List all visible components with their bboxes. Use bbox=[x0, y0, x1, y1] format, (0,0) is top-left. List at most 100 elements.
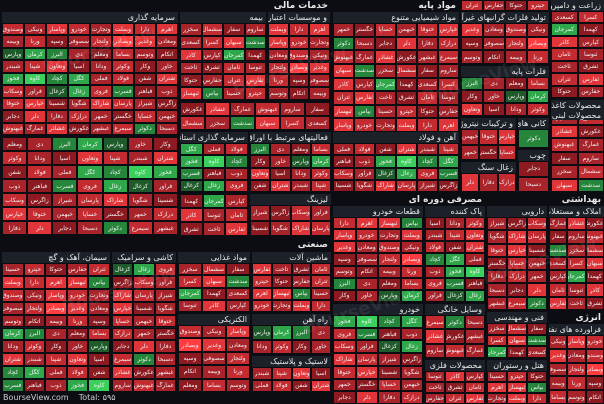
stock-tile[interactable]: خپارس bbox=[507, 243, 527, 257]
stock-tile[interactable]: وکار bbox=[250, 155, 271, 168]
stock-tile[interactable]: فرآور bbox=[354, 167, 375, 180]
stock-tile[interactable]: وبملت bbox=[400, 229, 423, 242]
stock-tile[interactable]: بساما bbox=[527, 77, 549, 90]
stock-tile[interactable]: ومعادن bbox=[226, 338, 250, 352]
stock-tile[interactable]: دی bbox=[483, 77, 505, 90]
stock-tile[interactable]: کاوه bbox=[396, 155, 417, 168]
stock-tile[interactable]: سخزر bbox=[180, 23, 202, 36]
stock-tile[interactable]: ثامان bbox=[551, 48, 578, 61]
stock-tile[interactable]: غکورش bbox=[445, 329, 465, 344]
stock-tile[interactable]: شبندر bbox=[127, 151, 153, 165]
stock-tile[interactable]: خمهر bbox=[527, 270, 547, 284]
stock-tile[interactable]: وسکاب bbox=[133, 275, 155, 289]
stock-tile[interactable]: ثتران bbox=[445, 393, 465, 404]
stock-tile[interactable]: شپنا bbox=[45, 353, 67, 367]
stock-tile[interactable]: غبشهر bbox=[154, 366, 176, 380]
stock-tile[interactable]: وتجارت bbox=[309, 35, 330, 49]
stock-tile[interactable]: کاوه bbox=[88, 379, 110, 392]
stock-tile[interactable]: فولاد bbox=[271, 379, 292, 392]
stock-tile[interactable]: کسرا bbox=[201, 35, 223, 49]
stock-tile[interactable]: فباهنر bbox=[378, 327, 401, 341]
stock-tile[interactable]: زغال bbox=[400, 340, 423, 354]
stock-tile[interactable]: پارسان bbox=[355, 353, 378, 366]
stock-tile[interactable]: غبشهر bbox=[487, 296, 507, 310]
stock-tile[interactable]: وبملت bbox=[291, 299, 312, 312]
stock-tile[interactable]: وبصادر bbox=[288, 61, 310, 75]
stock-tile[interactable]: غمارگ bbox=[354, 50, 375, 64]
stock-tile[interactable]: دی bbox=[270, 143, 291, 156]
stock-tile[interactable]: کگل bbox=[438, 155, 459, 168]
stock-tile[interactable]: کمرجان bbox=[223, 48, 245, 62]
stock-tile[interactable]: وبصادر bbox=[112, 35, 134, 48]
stock-tile[interactable]: سدشت bbox=[354, 63, 375, 78]
stock-tile[interactable]: غکورش bbox=[585, 217, 604, 231]
stock-tile[interactable]: آسیا bbox=[68, 60, 90, 73]
stock-tile[interactable]: ثامان bbox=[311, 263, 331, 276]
stock-tile[interactable]: ومعادن bbox=[156, 35, 178, 48]
stock-tile[interactable]: دکوثر bbox=[333, 36, 354, 51]
stock-tile[interactable]: حسینا bbox=[375, 104, 396, 119]
stock-tile[interactable]: سصوفی bbox=[309, 74, 330, 88]
stock-tile[interactable]: فرآور bbox=[310, 205, 331, 221]
stock-tile[interactable]: زاگرس bbox=[507, 217, 527, 231]
stock-tile[interactable]: شسینا bbox=[152, 193, 178, 207]
stock-tile[interactable]: سدشت bbox=[549, 243, 568, 257]
stock-tile[interactable]: ونیکی bbox=[400, 241, 423, 254]
stock-tile[interactable]: وپاسار bbox=[333, 118, 354, 132]
stock-tile[interactable]: فروی bbox=[225, 179, 248, 192]
stock-tile[interactable]: کسعدی bbox=[527, 346, 547, 358]
stock-tile[interactable]: دکوثر bbox=[527, 296, 547, 310]
stock-tile[interactable]: بساما bbox=[88, 327, 110, 341]
stock-tile[interactable]: وصندوق bbox=[2, 288, 24, 302]
stock-tile[interactable]: غبهنوش bbox=[585, 230, 604, 244]
stock-tile[interactable]: ختوقا bbox=[487, 243, 507, 257]
stock-tile[interactable]: بساما bbox=[202, 378, 226, 392]
stock-tile[interactable]: حتوکا bbox=[180, 74, 202, 88]
stock-tile[interactable]: ومعادن bbox=[355, 241, 378, 254]
stock-tile[interactable]: شسینا bbox=[527, 243, 547, 257]
stock-tile[interactable]: شسینا bbox=[250, 220, 271, 236]
stock-tile[interactable]: حپترو bbox=[23, 263, 46, 276]
stock-tile[interactable]: فخوز bbox=[66, 379, 89, 392]
stock-tile[interactable]: وسکاب bbox=[290, 205, 311, 221]
stock-tile[interactable]: ساروم bbox=[280, 102, 305, 116]
stock-tile[interactable]: غبهنوش bbox=[551, 138, 578, 152]
stock-tile[interactable]: فسرب bbox=[2, 379, 24, 392]
stock-tile[interactable]: خبهمن bbox=[52, 207, 78, 221]
stock-tile[interactable]: وبیمه bbox=[309, 87, 330, 100]
stock-tile[interactable]: کسرا bbox=[438, 77, 459, 92]
stock-tile[interactable]: حفارس bbox=[291, 275, 312, 288]
stock-tile[interactable]: ودانا bbox=[90, 60, 112, 73]
stock-tile[interactable]: ونیکی bbox=[24, 23, 46, 36]
stock-tile[interactable]: فروی bbox=[333, 327, 356, 341]
stock-tile[interactable]: وکوثر bbox=[2, 151, 28, 165]
stock-tile[interactable]: وسکاب bbox=[2, 193, 28, 207]
stock-tile[interactable]: کگل bbox=[400, 315, 423, 328]
stock-tile[interactable]: ذوب bbox=[156, 85, 178, 98]
stock-tile[interactable]: کگل bbox=[77, 165, 103, 179]
stock-tile[interactable]: ثفارس bbox=[225, 222, 248, 236]
stock-tile[interactable]: وتعاون bbox=[291, 367, 312, 380]
stock-tile[interactable]: ثفارس bbox=[244, 74, 266, 88]
stock-tile[interactable]: شسینا bbox=[333, 179, 354, 192]
stock-tile[interactable]: کزغال bbox=[378, 340, 401, 354]
stock-tile[interactable]: غبشهر bbox=[90, 122, 112, 135]
stock-tile[interactable]: کاوه bbox=[24, 72, 46, 86]
stock-tile[interactable]: وتوسم bbox=[226, 378, 250, 392]
stock-tile[interactable]: ودانا bbox=[252, 339, 272, 354]
stock-tile[interactable]: ختوقا bbox=[154, 314, 176, 328]
stock-tile[interactable]: دی bbox=[355, 277, 378, 290]
stock-tile[interactable]: وبیمه bbox=[505, 50, 527, 64]
stock-tile[interactable]: خمهر bbox=[333, 378, 356, 392]
stock-tile[interactable]: ساروم bbox=[438, 63, 459, 78]
stock-tile[interactable]: کگل bbox=[180, 143, 203, 156]
stock-tile[interactable]: دجابر bbox=[112, 340, 134, 354]
stock-tile[interactable]: وغدیر bbox=[461, 23, 483, 37]
stock-tile[interactable]: وسپه bbox=[288, 74, 310, 88]
stock-tile[interactable]: ثفارس bbox=[549, 296, 568, 310]
stock-tile[interactable]: غمارگ bbox=[577, 138, 604, 152]
stock-tile[interactable]: وبصادر bbox=[585, 362, 604, 377]
stock-tile[interactable]: کچاد bbox=[425, 253, 445, 266]
stock-tile[interactable]: شپنا bbox=[310, 179, 331, 192]
stock-tile[interactable]: وسکاب bbox=[333, 167, 354, 180]
